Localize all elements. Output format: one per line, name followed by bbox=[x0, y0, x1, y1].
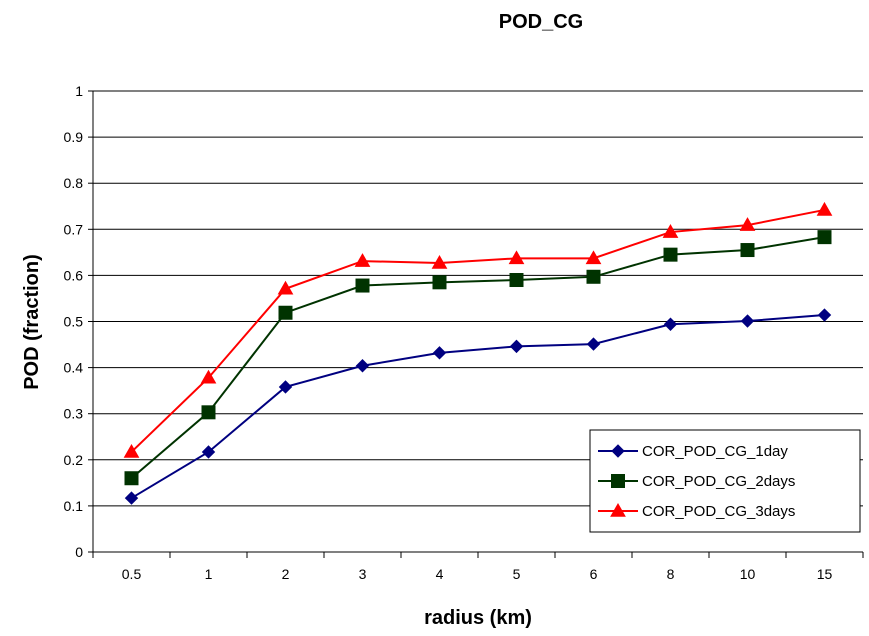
y-tick-label: 0.8 bbox=[64, 175, 84, 191]
x-tick-label: 2 bbox=[282, 566, 290, 582]
y-tick-label: 0.5 bbox=[64, 314, 84, 330]
x-tick-label: 10 bbox=[740, 566, 756, 582]
x-tick-label: 3 bbox=[359, 566, 367, 582]
x-tick-label: 1 bbox=[205, 566, 213, 582]
legend-marker bbox=[611, 474, 625, 488]
data-point bbox=[817, 308, 832, 322]
y-tick-label: 0.4 bbox=[64, 360, 84, 376]
legend-label: COR_POD_CG_1day bbox=[642, 443, 788, 460]
data-point bbox=[432, 346, 447, 360]
x-axis-title: radius (km) bbox=[424, 607, 532, 629]
data-point bbox=[355, 359, 370, 373]
x-tick-label: 15 bbox=[817, 566, 833, 582]
x-tick-label: 0.5 bbox=[122, 566, 142, 582]
series-line bbox=[130, 208, 825, 453]
y-tick-label: 0 bbox=[75, 544, 83, 560]
x-tick-label: 8 bbox=[667, 566, 675, 582]
data-point bbox=[200, 369, 217, 384]
legend-label: COR_POD_CG_2days bbox=[642, 473, 795, 490]
y-tick-label: 0.3 bbox=[64, 406, 84, 422]
data-point bbox=[663, 317, 678, 331]
data-point bbox=[585, 250, 602, 265]
data-point bbox=[278, 305, 293, 320]
series-line bbox=[130, 314, 825, 499]
y-tick-label: 0.9 bbox=[64, 129, 84, 145]
data-point bbox=[355, 278, 370, 293]
data-point bbox=[278, 380, 293, 394]
legend-marker bbox=[610, 502, 626, 517]
y-tick-label: 0.1 bbox=[64, 498, 84, 514]
data-point bbox=[201, 405, 216, 420]
data-point bbox=[740, 314, 755, 328]
data-point bbox=[816, 201, 833, 216]
data-point bbox=[740, 243, 755, 258]
plot-area: 0 0.1 0.2 0.3 0.4 0.5 0.6 0.7 0.8 0.9 1 0.5 1 2 3 4 5 6 8 1… bbox=[64, 83, 864, 582]
y-tick-label: 0.2 bbox=[64, 452, 84, 468]
x-tick-label: 5 bbox=[513, 566, 521, 582]
data-point bbox=[509, 339, 524, 354]
x-tick-label: 4 bbox=[436, 566, 444, 582]
data-point bbox=[432, 275, 447, 290]
data-point bbox=[124, 471, 139, 486]
x-tick-label: 6 bbox=[590, 566, 598, 582]
y-tick-label: 1 bbox=[75, 83, 83, 99]
data-point bbox=[509, 273, 524, 288]
data-point bbox=[354, 253, 371, 267]
series-line bbox=[130, 236, 825, 479]
data-point bbox=[201, 445, 216, 459]
data-point bbox=[817, 230, 832, 245]
data-point bbox=[662, 224, 679, 238]
chart-title: POD_CG bbox=[499, 11, 583, 33]
data-point bbox=[586, 269, 601, 284]
data-point bbox=[586, 337, 601, 351]
data-point bbox=[431, 254, 448, 269]
data-point bbox=[124, 491, 139, 505]
y-tick-label: 0.7 bbox=[64, 221, 84, 237]
legend-marker bbox=[611, 444, 625, 458]
legend-label: COR_POD_CG_3days bbox=[642, 503, 795, 520]
y-axis-title: POD (fraction) bbox=[21, 254, 43, 390]
data-point bbox=[739, 217, 756, 231]
y-tick-label: 0.6 bbox=[64, 267, 84, 283]
legend: COR_POD_CG_1day COR_POD_CG_2days COR_POD_C… bbox=[589, 429, 861, 533]
data-point bbox=[508, 250, 525, 265]
data-point bbox=[123, 443, 140, 458]
data-point bbox=[663, 247, 678, 262]
data-point bbox=[277, 280, 294, 295]
